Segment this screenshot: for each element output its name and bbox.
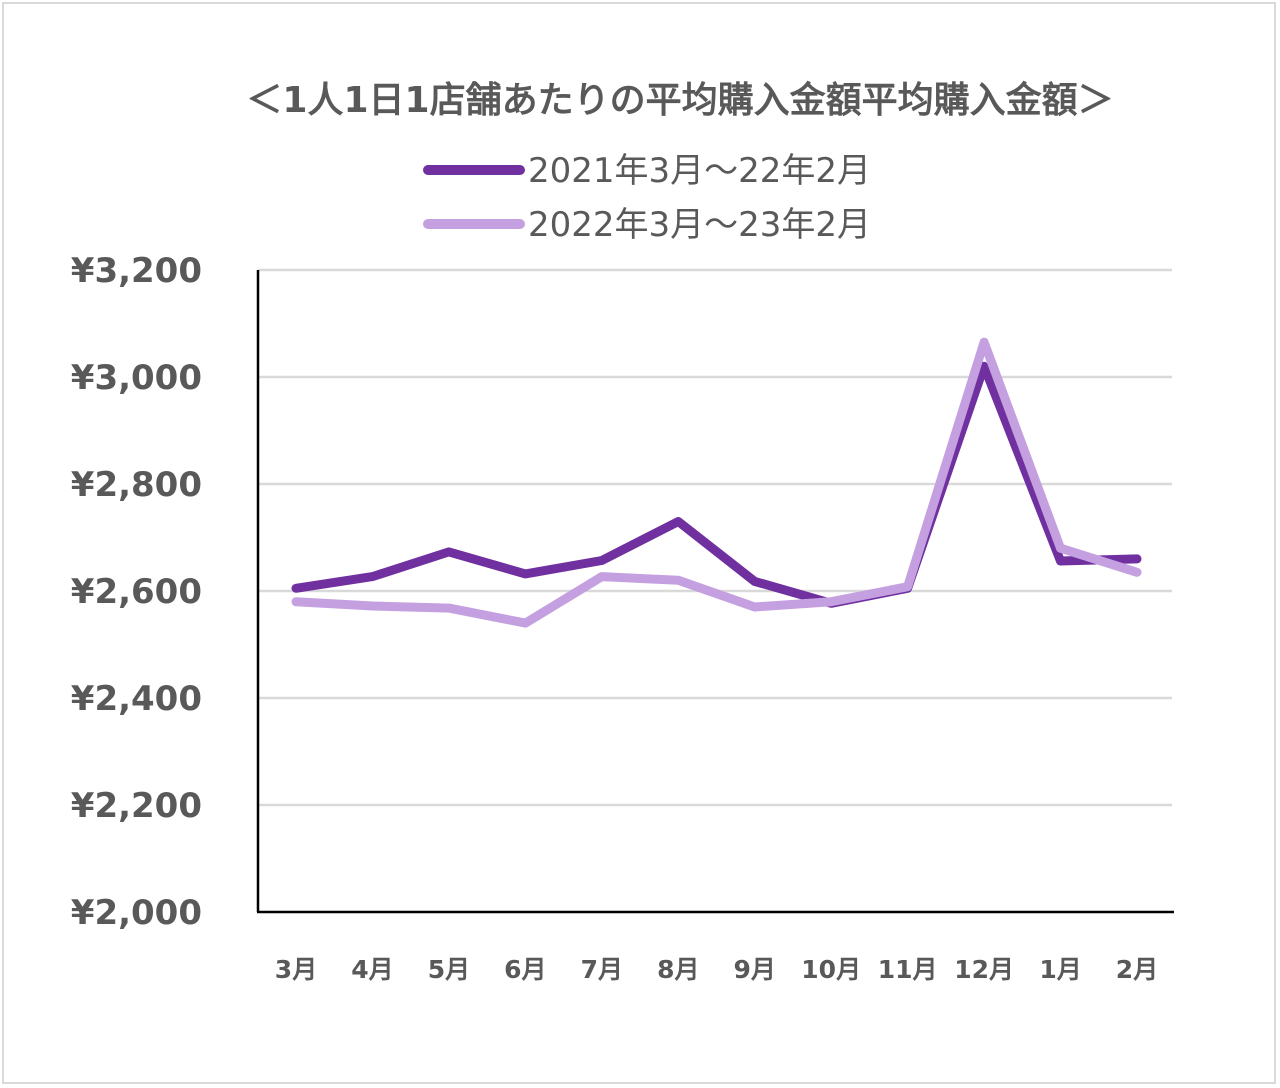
series-lines bbox=[291, 337, 1142, 628]
series-line-2 bbox=[291, 337, 1142, 628]
series-line-1 bbox=[291, 361, 1142, 608]
x-tick-label: 11月 bbox=[878, 955, 938, 984]
y-tick-label: ¥3,000 bbox=[71, 358, 202, 398]
chart-title: ＜1人1日1店舗あたりの平均購入金額平均購入金額＞ bbox=[246, 79, 1113, 121]
x-tick-label: 12月 bbox=[954, 955, 1014, 984]
legend: 2021年3月～22年2月 2022年3月～23年2月 bbox=[423, 151, 871, 245]
y-axis-tick-labels: ¥3,200 ¥3,000 ¥2,800 ¥2,600 ¥2,400 ¥2,200 ¥2,0… bbox=[71, 251, 202, 933]
x-axis-tick-labels: 3月 4月 5月 6月 7月 8月 9月 10月 11月 12月 1月 2月 bbox=[275, 955, 1158, 984]
y-tick-label: ¥2,400 bbox=[71, 679, 202, 719]
x-tick-label: 8月 bbox=[657, 955, 699, 984]
x-tick-label: 6月 bbox=[504, 955, 546, 984]
x-tick-label: 7月 bbox=[581, 955, 623, 984]
x-tick-label: 9月 bbox=[734, 955, 776, 984]
legend-label-series-2: 2022年3月～23年2月 bbox=[528, 205, 871, 245]
y-tick-label: ¥2,800 bbox=[71, 465, 202, 505]
gridlines bbox=[258, 268, 1172, 807]
x-tick-label: 4月 bbox=[351, 955, 393, 984]
x-tick-label: 2月 bbox=[1116, 955, 1158, 984]
y-tick-label: ¥3,200 bbox=[71, 251, 202, 291]
x-tick-label: 10月 bbox=[801, 955, 861, 984]
y-tick-label: ¥2,600 bbox=[71, 572, 202, 612]
x-tick-label: 5月 bbox=[428, 955, 470, 984]
y-tick-label: ¥2,200 bbox=[71, 786, 202, 826]
x-tick-label: 1月 bbox=[1039, 955, 1081, 984]
legend-label-series-1: 2021年3月～22年2月 bbox=[528, 151, 871, 191]
x-tick-label: 3月 bbox=[275, 955, 317, 984]
y-tick-label: ¥2,000 bbox=[71, 893, 202, 933]
